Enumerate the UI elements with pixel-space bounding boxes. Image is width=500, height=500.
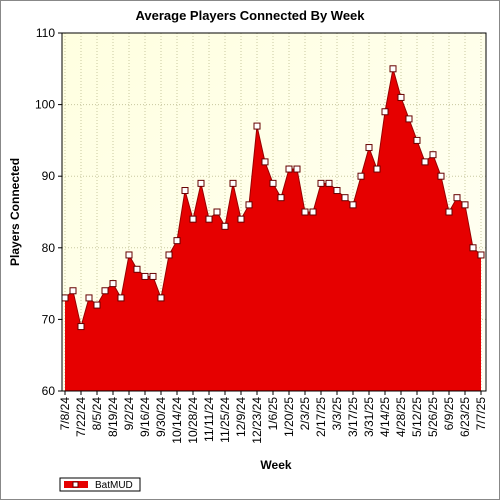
marker	[461, 201, 469, 209]
x-tick-label: 4/28/25	[394, 397, 408, 437]
marker	[157, 294, 165, 302]
marker	[197, 179, 205, 187]
marker	[437, 172, 445, 180]
marker	[133, 265, 141, 273]
marker	[141, 272, 149, 280]
x-tick-label: 6/23/25	[458, 397, 472, 437]
plot-border	[61, 32, 487, 392]
x-tick-label: 11/11/24	[202, 397, 216, 442]
marker	[61, 294, 69, 302]
legend-label: BatMUD	[95, 480, 133, 491]
marker	[405, 115, 413, 123]
x-tick-label: 3/3/25	[330, 397, 344, 431]
marker	[93, 301, 101, 309]
marker	[125, 251, 133, 259]
marker	[341, 194, 349, 202]
x-tick-label: 10/14/24	[170, 397, 184, 444]
marker	[389, 65, 397, 73]
marker	[349, 201, 357, 209]
marker	[397, 93, 405, 101]
marker	[477, 251, 485, 259]
marker	[253, 122, 261, 130]
marker	[109, 280, 117, 288]
y-tick-label: 60	[42, 384, 56, 398]
marker	[309, 208, 317, 216]
y-tick-label: 110	[36, 26, 55, 40]
marker	[445, 208, 453, 216]
marker	[421, 158, 429, 166]
y-tick-label: 70	[42, 312, 56, 326]
x-tick-label: 1/20/25	[282, 397, 296, 437]
x-tick-label: 2/17/25	[314, 397, 328, 437]
marker	[181, 187, 189, 195]
x-tick-label: 9/2/24	[122, 397, 136, 431]
marker	[381, 108, 389, 116]
marker	[317, 179, 325, 187]
x-tick-label: 8/19/24	[106, 397, 120, 437]
marker	[269, 179, 277, 187]
marker	[301, 208, 309, 216]
marker	[237, 215, 245, 223]
x-tick-label: 9/16/24	[138, 397, 152, 437]
marker	[205, 215, 213, 223]
marker	[413, 136, 421, 144]
marker	[293, 165, 301, 173]
x-tick-label: 7/22/24	[74, 397, 88, 437]
marker	[173, 237, 181, 245]
x-tick-label: 12/9/24	[234, 397, 248, 437]
marker	[357, 172, 365, 180]
marker	[373, 165, 381, 173]
x-axis-label: Week	[260, 458, 291, 472]
marker	[77, 323, 85, 331]
marker	[229, 179, 237, 187]
marker	[189, 215, 197, 223]
area	[65, 68, 481, 392]
marker	[165, 251, 173, 259]
marker	[325, 179, 333, 187]
x-tick-label: 3/17/25	[346, 397, 360, 437]
legend-marker	[72, 481, 79, 488]
marker	[365, 144, 373, 152]
marker	[85, 294, 93, 302]
marker	[453, 194, 461, 202]
x-tick-label: 9/30/24	[154, 397, 168, 437]
y-tick-label: 90	[42, 169, 56, 183]
marker	[101, 287, 109, 295]
marker	[69, 287, 77, 295]
y-axis-label: Players Connected	[8, 158, 22, 266]
x-tick-label: 5/12/25	[410, 397, 424, 437]
x-tick-label: 3/31/25	[362, 397, 376, 437]
marker	[277, 194, 285, 202]
x-tick-label: 8/5/24	[90, 397, 104, 431]
x-tick-label: 6/9/25	[442, 397, 456, 431]
y-tick-label: 80	[42, 241, 56, 255]
y-tick-label: 100	[35, 98, 55, 112]
marker	[221, 222, 229, 230]
x-tick-label: 2/3/25	[298, 397, 312, 431]
x-tick-label: 4/14/25	[378, 397, 392, 437]
marker	[285, 165, 293, 173]
x-tick-label: 10/28/24	[186, 397, 200, 444]
marker	[245, 201, 253, 209]
x-tick-label: 7/8/24	[58, 397, 72, 431]
marker	[261, 158, 269, 166]
marker	[333, 187, 341, 195]
x-tick-label: 1/6/25	[266, 397, 280, 431]
marker	[117, 294, 125, 302]
x-tick-label: 12/23/24	[250, 397, 264, 444]
x-tick-label: 7/7/25	[474, 397, 488, 431]
x-tick-label: 11/25/24	[218, 397, 232, 443]
marker	[149, 272, 157, 280]
x-tick-label: 5/26/25	[426, 397, 440, 437]
chart-title: Average Players Connected By Week	[135, 8, 365, 23]
marker	[429, 151, 437, 159]
marker	[469, 244, 477, 252]
marker	[213, 208, 221, 216]
